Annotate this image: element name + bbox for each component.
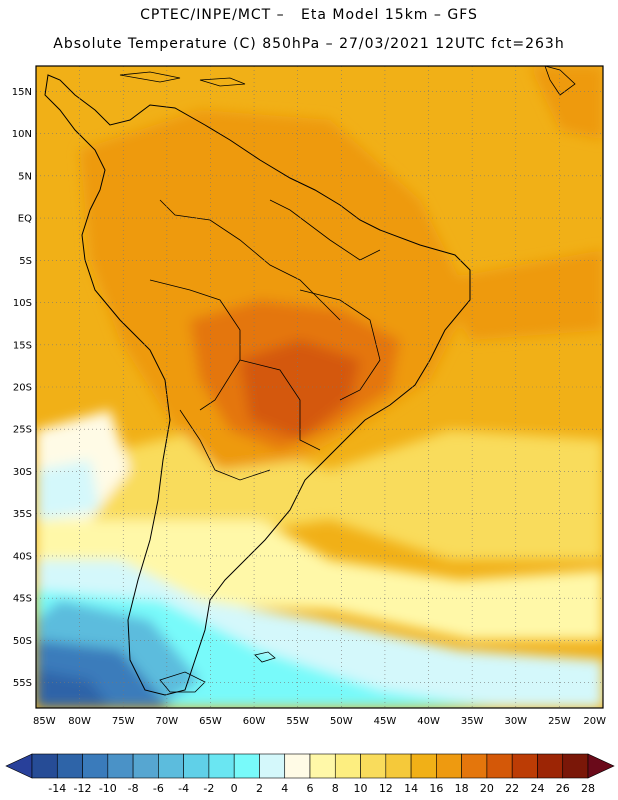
colorbar-swatch xyxy=(410,753,437,779)
lon-tick-label: 40W xyxy=(417,716,440,727)
lon-tick-label: 55W xyxy=(286,716,309,727)
lon-tick-label: 75W xyxy=(112,716,135,727)
colorbar-swatch xyxy=(360,753,387,779)
colorbar-swatch xyxy=(82,753,109,779)
colorbar-swatch xyxy=(132,753,159,779)
colorbar-label: 4 xyxy=(281,782,288,795)
colorbar-swatch xyxy=(158,753,184,779)
colorbar-swatch xyxy=(284,753,311,779)
grid-lines xyxy=(35,66,604,708)
colorbar-label: 20 xyxy=(480,782,494,795)
lat-tick-label: 5S xyxy=(19,256,32,267)
lat-tick-label: 15N xyxy=(12,87,32,98)
lon-tick-label: 30W xyxy=(504,716,527,727)
colorbar-label: -14 xyxy=(48,782,66,795)
colorbar-under-arrow xyxy=(5,753,33,779)
lon-tick-label: 35W xyxy=(461,716,484,727)
lat-tick-label: 30S xyxy=(13,467,32,478)
colorbar-swatch xyxy=(562,753,589,779)
colorbar-label: -12 xyxy=(74,782,92,795)
latitude-labels: 15N 10N 5N EQ 5S 10S 15S 20S 25S 30S 35S 40S 45S 50S 5… xyxy=(12,87,32,689)
colorbar-label: 12 xyxy=(379,782,393,795)
colorbar-swatch xyxy=(511,753,538,779)
colorbar-label: 6 xyxy=(307,782,314,795)
lat-tick-label: 10N xyxy=(12,129,32,140)
lon-tick-label: 65W xyxy=(199,716,222,727)
colorbar-label: 24 xyxy=(530,782,544,795)
longitude-labels: 85W 80W 75W 70W 65W 60W 55W 50W 45W 40W 35W 30W 25W 2… xyxy=(33,716,606,727)
colorbar-swatch xyxy=(31,753,58,779)
map-title-line1: CPTEC/INPE/MCT – Eta Model 15km – GFS xyxy=(140,7,478,23)
colorbar-label: -4 xyxy=(178,782,189,795)
lat-tick-label: 40S xyxy=(13,551,32,562)
lat-tick-label: 35S xyxy=(13,509,32,520)
coastlines xyxy=(44,66,576,696)
lon-tick-label: 50W xyxy=(330,716,353,727)
colorbar-label: 14 xyxy=(404,782,418,795)
colorbar-label: 10 xyxy=(354,782,368,795)
colorbar-label: -10 xyxy=(99,782,117,795)
colorbar-swatch xyxy=(486,753,513,779)
lat-tick-label: 5N xyxy=(18,171,32,182)
colorbar-swatch xyxy=(56,753,83,779)
colorbar-swatch xyxy=(461,753,488,779)
temperature-field xyxy=(36,66,603,708)
lon-tick-label: 20W xyxy=(583,716,606,727)
lon-tick-label: 25W xyxy=(548,716,571,727)
colorbar-label: 22 xyxy=(505,782,519,795)
colorbar-swatch xyxy=(334,753,361,779)
colorbar-label: 2 xyxy=(256,782,263,795)
colorbar-swatch xyxy=(537,753,564,779)
lat-tick-label: 50S xyxy=(13,636,32,647)
colorbar-label: -2 xyxy=(203,782,214,795)
lon-tick-label: 45W xyxy=(374,716,397,727)
lat-tick-label: 10S xyxy=(13,298,32,309)
colorbar-label: 8 xyxy=(332,782,339,795)
lat-tick-label: 25S xyxy=(13,425,32,436)
lat-tick-label: 45S xyxy=(13,594,32,605)
colorbar-over-arrow xyxy=(587,753,615,779)
colorbar-label: 28 xyxy=(581,782,595,795)
lon-tick-label: 80W xyxy=(68,716,91,727)
colorbar-label: 18 xyxy=(455,782,469,795)
colorbar-label: -8 xyxy=(128,782,139,795)
map-frame xyxy=(35,65,604,709)
map-title-line2: Absolute Temperature (C) 850hPa – 27/03/… xyxy=(53,36,565,52)
lat-tick-label: 20S xyxy=(13,383,32,394)
lon-tick-label: 60W xyxy=(243,716,266,727)
colorbar-label: 26 xyxy=(556,782,570,795)
lon-tick-label: 70W xyxy=(156,716,179,727)
colorbar-swatch xyxy=(259,753,286,779)
lat-tick-label: 55S xyxy=(13,678,32,689)
colorbar-swatch xyxy=(183,753,210,779)
colorbar-swatch xyxy=(309,753,336,779)
colorbar-swatch xyxy=(233,753,260,779)
colorbar-label: 0 xyxy=(231,782,238,795)
colorbar: -14 -12 -10 -8 -6 -4 -2 0 2 4 6 8 10 12 14 16 18 20 22 24 26… xyxy=(5,753,615,795)
colorbar-swatch xyxy=(208,753,235,779)
colorbar-label: -6 xyxy=(153,782,164,795)
lat-tick-label: 15S xyxy=(13,340,32,351)
lat-tick-label: EQ xyxy=(18,214,32,225)
colorbar-label: 16 xyxy=(429,782,443,795)
colorbar-swatch xyxy=(107,753,134,779)
lon-tick-label: 85W xyxy=(33,716,56,727)
colorbar-swatch xyxy=(385,753,412,779)
colorbar-swatch xyxy=(436,753,462,779)
